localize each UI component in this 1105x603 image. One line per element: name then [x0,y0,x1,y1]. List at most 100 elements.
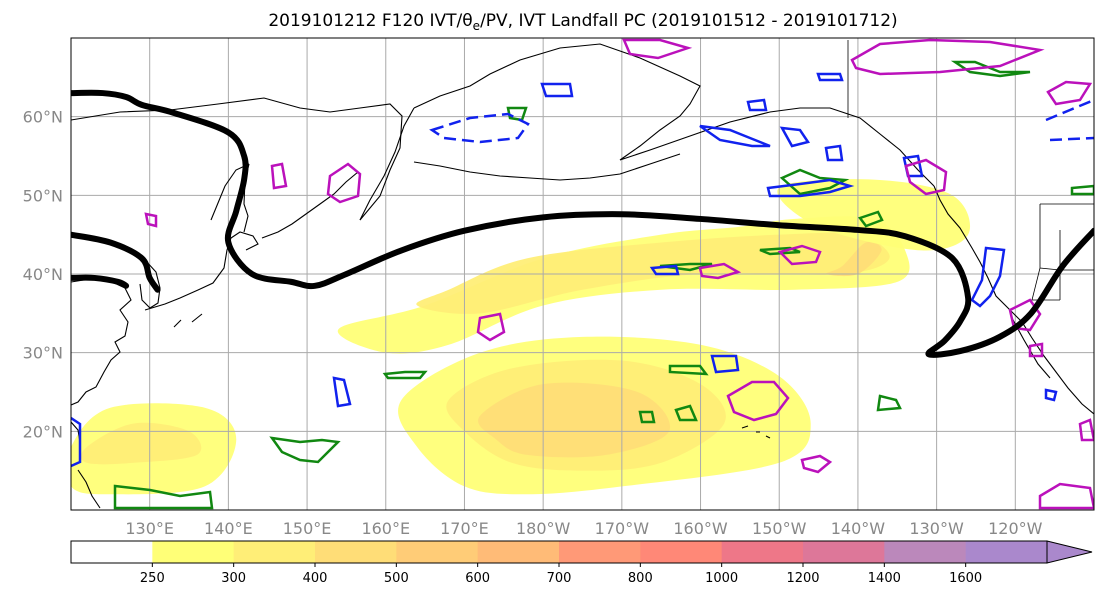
pv-contour-dashed [1045,98,1094,142]
pv-contour [332,376,352,408]
ivt-pc-magenta-contours [144,38,1094,510]
theta-e-contour [269,436,341,464]
colorbar-swatch [71,541,153,563]
political-borders [847,40,1094,301]
theta-e-contour [1070,184,1094,196]
theta-e-contour [382,370,428,380]
ivt-shade-region [777,179,971,251]
magenta-contour [800,454,833,474]
colorbar-label: 1200 [786,571,819,586]
pv-contour [816,72,844,82]
theta-e-contour [668,364,709,376]
lon-tick-label: 160°W [673,519,728,538]
magenta-contour [726,380,790,422]
colorbar-swatch [152,541,235,563]
ivt-landfall-pc-contour [71,89,1094,358]
magenta-contour [1078,418,1094,442]
lon-tick-label: 170°W [595,519,650,538]
magenta-contour [144,212,158,228]
magenta-contour [326,162,362,204]
lat-tick-label: 60°N [23,108,63,127]
magenta-contour [777,244,822,266]
colorbar-swatch [477,541,560,563]
theta-e-contour [857,210,884,228]
colorbar-label: 300 [221,571,246,586]
magenta-contour [1028,342,1044,358]
landfall-pc-line [71,274,130,289]
theta-e-contour [876,394,902,412]
lon-tick-label: 180°W [516,519,571,538]
colorbar-swatch [396,541,479,563]
theta-e-contour [759,246,801,256]
colorbar: 250 300 400 500 600 700 800 1000 1200 1400 1600 [70,540,1093,586]
lon-tick-label: 150°E [283,519,332,538]
pv-contours [71,72,1094,468]
title-prefix: 2019101212 F120 IVT/ [268,11,462,31]
colorbar-swatch [803,541,885,563]
lon-tick-label: 140°W [831,519,886,538]
coast-aleutians [413,153,681,181]
pv-contour [970,246,1006,308]
theta-e-contour [113,484,214,510]
coast-kamchatka [359,107,415,221]
lat-tick-label: 20°N [23,422,63,441]
coast-hawaii [741,425,771,439]
colorbar-swatch [965,541,1048,563]
magenta-contour [904,158,948,196]
colorbar-swatch [315,541,397,563]
theta-e-contour [950,60,1031,78]
plot-frame [70,37,1095,511]
coast-hokkaido [230,231,259,251]
lon-tick-label: 150°W [752,519,807,538]
pv-contour [699,124,771,148]
colorbar-swatch [559,541,641,563]
landfall-pc-line [71,89,1094,358]
colorbar-label: 1400 [868,571,901,586]
magenta-contour [1008,298,1042,332]
pv-contour [649,264,680,276]
magenta-contour [622,38,693,60]
latitude-tick-labels: 20°N 30°N 40°N 50°N 60°N [23,108,63,442]
plot-area [71,38,1094,510]
pv-contour [1044,388,1058,402]
magenta-contour [1038,482,1094,510]
colorbar-label: 700 [547,571,572,586]
theta-e-contour [659,262,713,272]
colorbar-swatch [721,541,804,563]
magenta-contour [1046,80,1093,106]
coast-us-westcoast [933,185,1094,415]
pv-contour-dashed [429,112,530,144]
theta-e-contour [674,404,698,422]
theta-e-contour [779,168,850,196]
colorbar-label: 250 [140,571,165,586]
pv-contour [710,354,740,374]
chart-title: 2019101212 F120 IVT/θe/PV, IVT Landfall … [268,11,897,33]
title-theta: θ [462,11,472,31]
coast-kuril-islands [261,171,359,239]
title-subscript: e [473,19,480,33]
magenta-contour [476,312,506,342]
lon-tick-label: 130°W [909,519,964,538]
colorbar-swatch [884,541,967,563]
title-suffix: /PV, IVT Landfall PC (2019101512 - 20191… [480,11,898,31]
lon-tick-label: 130°E [125,519,174,538]
colorbar-swatch [640,541,723,563]
pv-contour [540,82,574,98]
theta-e-contours [113,60,1094,510]
lon-tick-label: 170°E [440,519,489,538]
colorbar-extend-arrow [1046,540,1093,564]
pv-contour [746,98,768,112]
magenta-contour [270,162,288,190]
coast-korea [139,259,161,309]
colorbar-label: 1600 [949,571,982,586]
pv-contour [766,178,855,198]
magenta-contour [850,38,1045,76]
coast-japan [144,237,232,328]
lat-tick-label: 50°N [23,186,63,205]
theta-e-contour [638,410,656,424]
colorbar-label: 1000 [705,571,738,586]
lon-tick-label: 160°E [361,519,410,538]
pv-contour [779,126,811,148]
colorbar-label: 400 [303,571,328,586]
